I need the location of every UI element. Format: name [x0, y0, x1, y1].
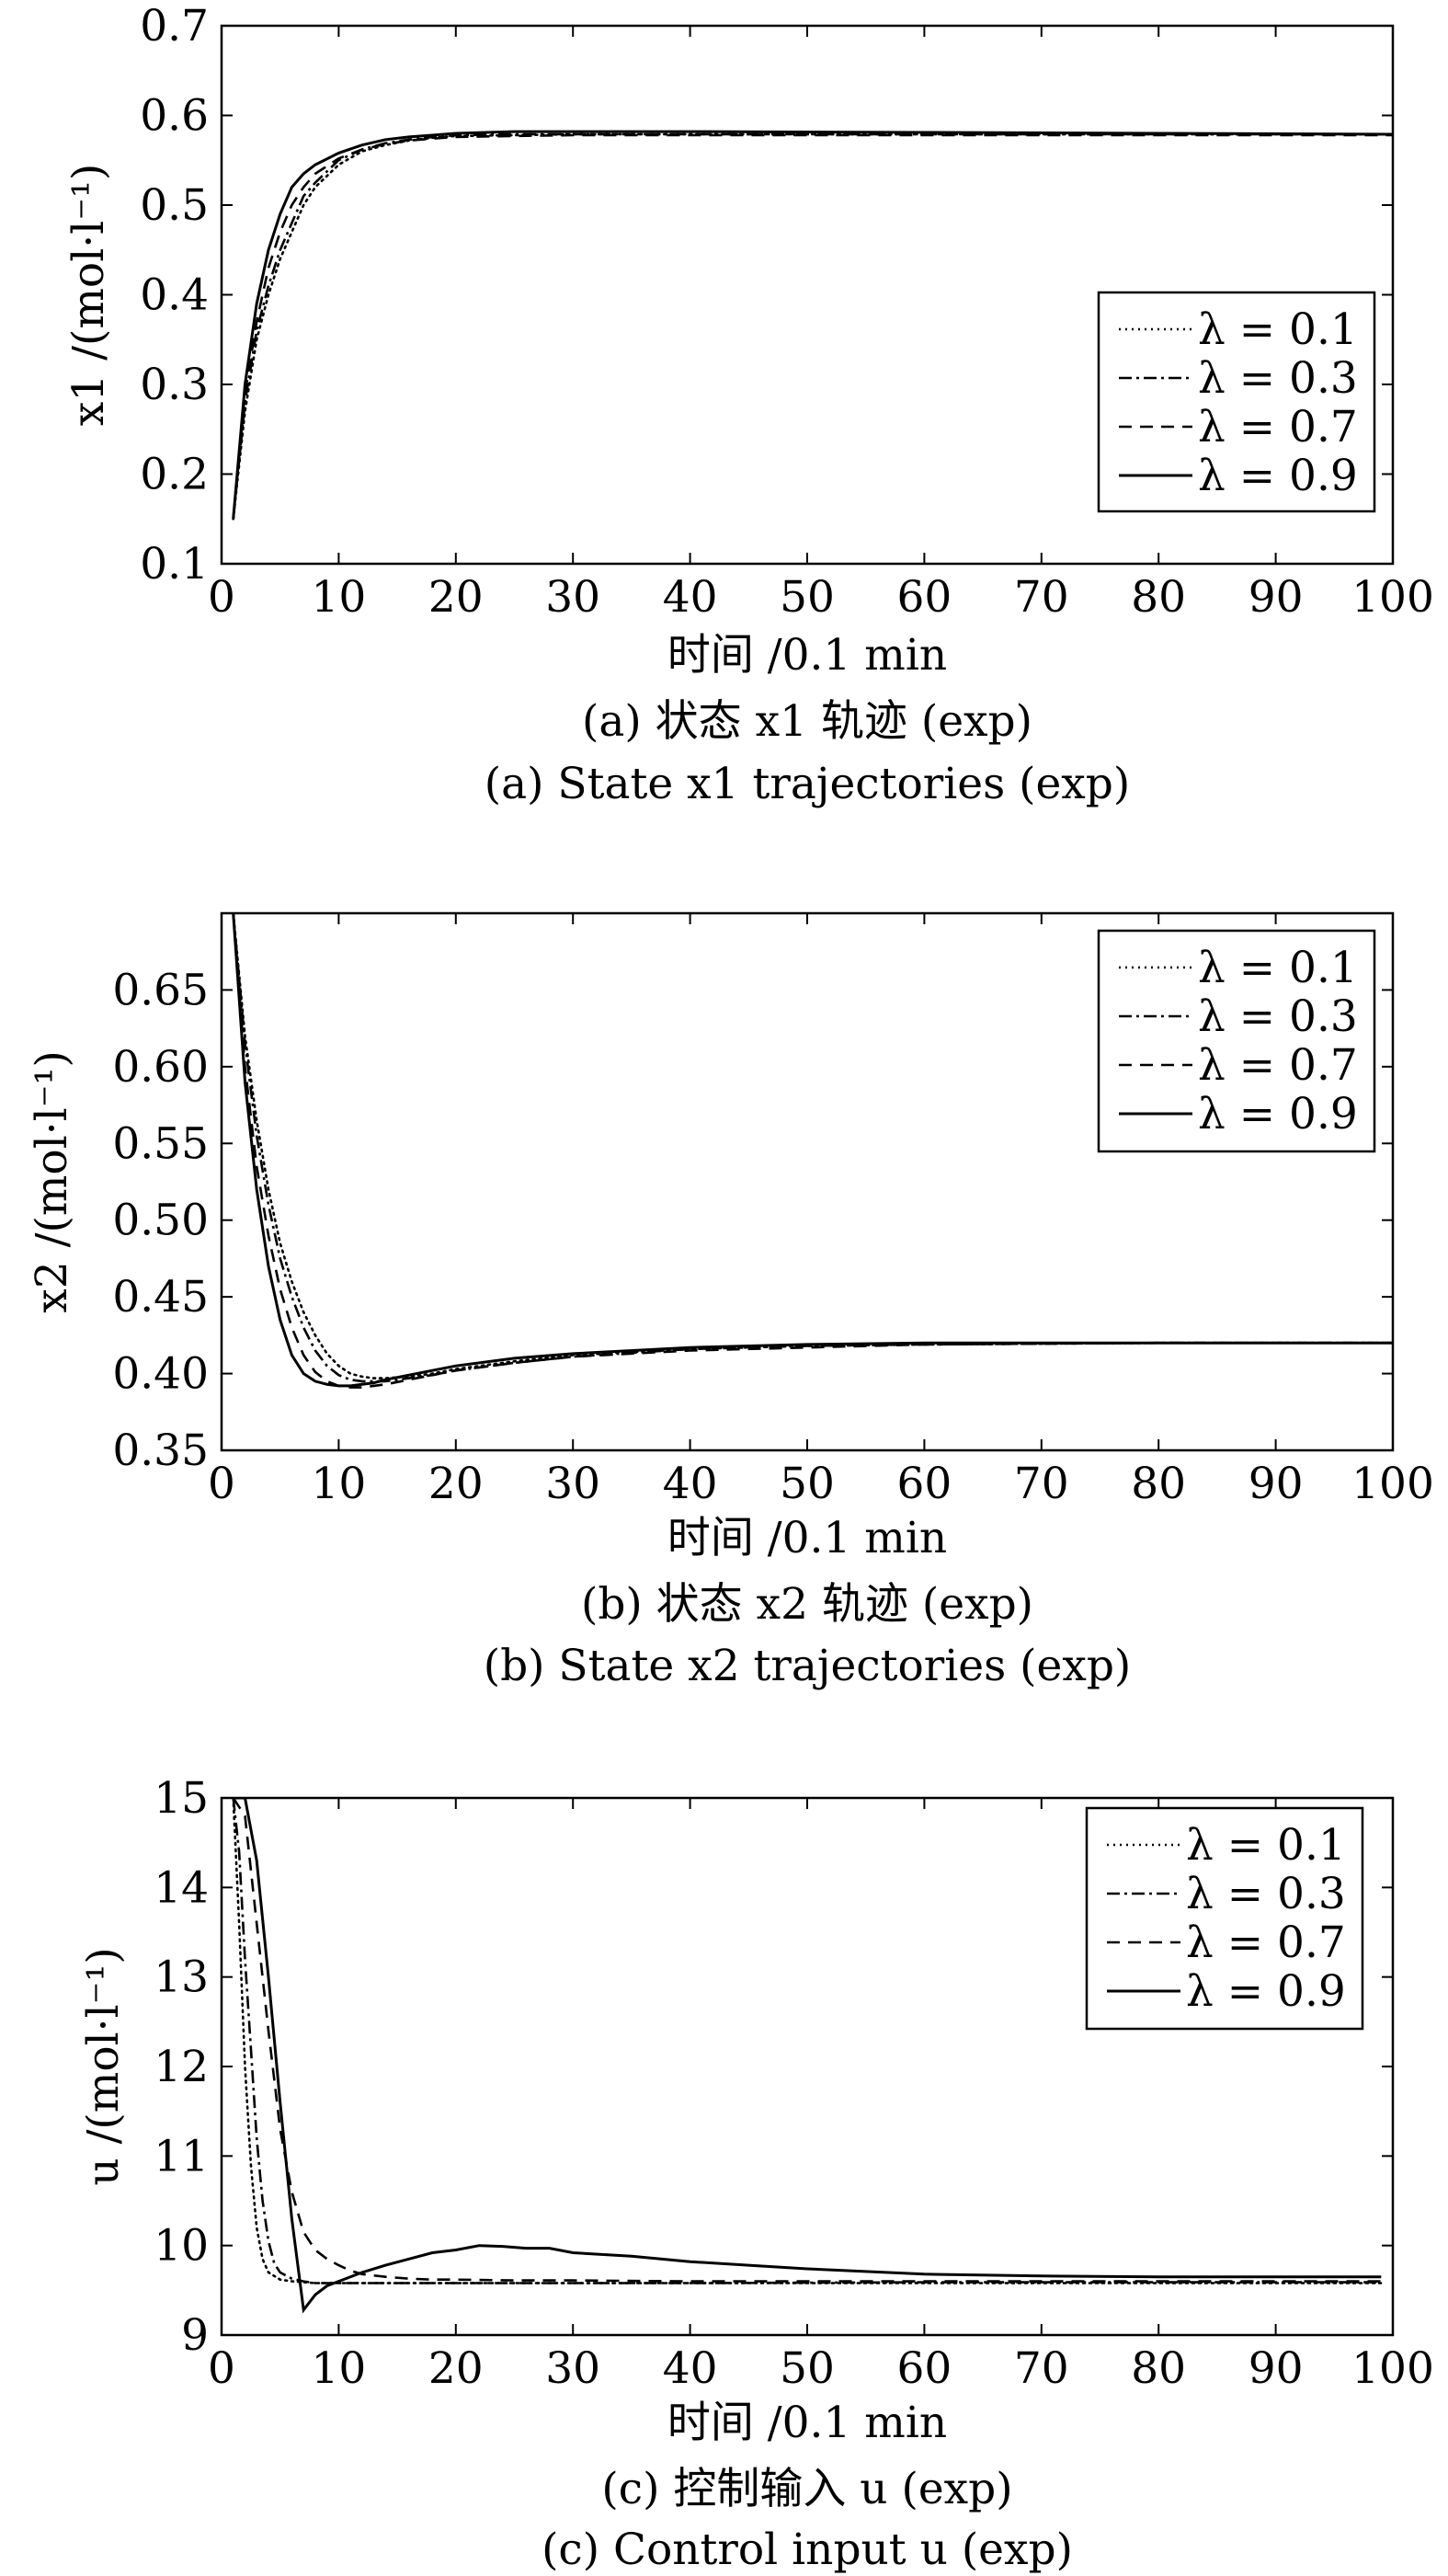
x-tick-label: 10	[311, 2343, 366, 2394]
chart-panel-1: 0 10 20 30 40 50 60 70 80 90 100 0.35 0.40 0.45 0.50 0.…	[27, 911, 1434, 1691]
chart-panel-2: 0 10 20 30 40 50 60 70 80 90 100 9 10 11 12 13 14 15 λ = 0…	[78, 1773, 1434, 2575]
x-axis-label: 时间 /0.1 min	[667, 630, 947, 681]
y-tick-label: 0.6	[140, 91, 209, 142]
legend: λ = 0.1λ = 0.3λ = 0.7λ = 0.9	[1097, 929, 1376, 1153]
series-line-1	[232, 913, 1393, 1383]
legend-label: λ = 0.7	[1186, 1918, 1346, 1968]
y-tick-label: 0.50	[112, 1196, 209, 1246]
x-tick-label: 90	[1248, 2343, 1304, 2394]
x-tick-label: 30	[545, 572, 600, 623]
x-tick-label: 70	[1014, 572, 1069, 623]
series-line-3	[233, 1798, 1382, 2314]
y-tick-label: 0.60	[112, 1042, 209, 1093]
legend-label: λ = 0.3	[1198, 991, 1358, 1042]
x-tick-label: 100	[1351, 572, 1434, 623]
caption-en: (a) State x1 trajectories (exp)	[485, 759, 1130, 809]
series-line-1	[232, 132, 1393, 520]
x-tick-label: 90	[1248, 572, 1304, 623]
x-tick-label: 30	[545, 1459, 600, 1509]
x-tick-label: 90	[1248, 1459, 1304, 1509]
y-tick-label: 12	[154, 2042, 209, 2092]
x-axis-label: 时间 /0.1 min	[667, 1513, 947, 1563]
y-tick-label: 0.7	[140, 1, 209, 52]
chart-panel-0: 0 10 20 30 40 50 60 70 80 90 100 0.1 0.2 0.3 0.4 0.5 0.6…	[63, 1, 1434, 809]
x-tick-label: 0	[208, 1459, 235, 1509]
y-axis-label: x1 /(mol·l⁻¹)	[63, 164, 114, 426]
series-line-2	[232, 133, 1393, 520]
series-line-1	[232, 1798, 1382, 2284]
legend-label: λ = 0.1	[1186, 1820, 1346, 1871]
x-tick-label: 50	[780, 572, 835, 623]
x-tick-label: 80	[1131, 572, 1186, 623]
x-tick-label: 40	[663, 2343, 718, 2394]
legend-label: λ = 0.9	[1186, 1966, 1346, 2017]
y-tick-label: 0.45	[112, 1272, 209, 1322]
x-tick-label: 100	[1351, 2343, 1434, 2394]
x-tick-label: 20	[428, 1459, 484, 1509]
y-tick-label: 0.1	[140, 539, 209, 590]
legend-label: λ = 0.9	[1198, 451, 1358, 501]
y-tick-label: 15	[154, 1773, 209, 1824]
x-axis-label: 时间 /0.1 min	[667, 2398, 947, 2448]
caption-en: (b) State x2 trajectories (exp)	[484, 1641, 1132, 1691]
series-line-0	[232, 913, 1393, 1380]
legend-label: λ = 0.1	[1198, 304, 1358, 355]
y-tick-label: 11	[154, 2131, 209, 2181]
series-line-0	[232, 1798, 1383, 2284]
legend-label: λ = 0.1	[1198, 943, 1358, 993]
legend: λ = 0.1λ = 0.3λ = 0.7λ = 0.9	[1085, 1806, 1364, 2031]
x-tick-label: 30	[545, 2343, 600, 2394]
y-tick-label: 0.2	[140, 450, 209, 500]
x-tick-label: 70	[1014, 2343, 1069, 2394]
legend-label: λ = 0.7	[1198, 1040, 1358, 1091]
caption-en: (c) Control input u (exp)	[542, 2524, 1073, 2575]
y-axis-label: x2 /(mol·l⁻¹)	[27, 1050, 77, 1312]
x-tick-label: 50	[780, 2343, 835, 2394]
x-tick-label: 60	[896, 572, 952, 623]
x-tick-label: 20	[428, 2343, 484, 2394]
x-tick-label: 50	[780, 1459, 835, 1509]
x-tick-label: 70	[1014, 1459, 1069, 1509]
y-axis-label: u /(mol·l⁻¹)	[78, 1947, 129, 2185]
y-tick-label: 10	[154, 2221, 209, 2272]
x-tick-label: 40	[663, 572, 718, 623]
x-tick-label: 40	[663, 1459, 718, 1509]
x-tick-label: 10	[311, 572, 366, 623]
x-tick-label: 0	[208, 2343, 235, 2394]
x-tick-label: 60	[896, 1459, 952, 1509]
x-tick-label: 80	[1131, 2343, 1186, 2394]
x-tick-label: 80	[1131, 1459, 1186, 1509]
series-line-3	[232, 913, 1393, 1388]
y-tick-label: 0.55	[112, 1118, 209, 1169]
legend-label: λ = 0.3	[1198, 353, 1358, 404]
legend-label: λ = 0.9	[1198, 1089, 1358, 1139]
legend-label: λ = 0.7	[1198, 402, 1358, 452]
y-tick-label: 13	[154, 1952, 209, 2003]
y-tick-label: 0.5	[140, 180, 209, 231]
legend-label: λ = 0.3	[1186, 1869, 1346, 1919]
y-tick-label: 9	[181, 2310, 209, 2361]
x-tick-label: 100	[1351, 1459, 1434, 1509]
y-tick-label: 0.35	[112, 1425, 209, 1476]
y-tick-label: 0.40	[112, 1349, 209, 1400]
series-line-2	[232, 1798, 1382, 2283]
y-tick-label: 0.65	[112, 965, 209, 1015]
x-tick-label: 60	[896, 2343, 952, 2394]
legend: λ = 0.1λ = 0.3λ = 0.7λ = 0.9	[1097, 291, 1376, 513]
caption-cn: (a) 状态 x1 轨迹 (exp)	[582, 696, 1032, 747]
series-line-3	[232, 130, 1393, 520]
y-tick-label: 0.4	[140, 270, 209, 321]
x-tick-label: 10	[311, 1459, 366, 1509]
caption-cn: (b) 状态 x2 轨迹 (exp)	[581, 1579, 1033, 1630]
series-line-2	[232, 913, 1393, 1389]
y-tick-label: 14	[154, 1862, 209, 1913]
caption-cn: (c) 控制输入 u (exp)	[601, 2464, 1012, 2514]
x-tick-label: 20	[428, 572, 484, 623]
x-tick-label: 0	[208, 572, 235, 623]
y-tick-label: 0.3	[140, 360, 209, 410]
